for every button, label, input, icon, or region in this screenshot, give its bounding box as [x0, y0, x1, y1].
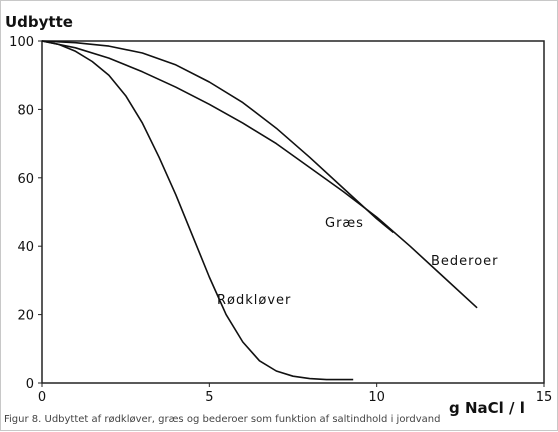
x-tick-label: 15 [536, 390, 553, 405]
series-label-graes: Græs [325, 216, 364, 231]
y-axis-label: Udbytte [5, 13, 73, 31]
x-axis-ticks: 0 5 10 15 [38, 383, 552, 405]
plot-area-border [41, 40, 545, 384]
y-tick-label: 100 [9, 35, 34, 50]
y-tick-label: 60 [17, 172, 34, 187]
series-line-2 [41, 40, 478, 309]
y-tick-label: 20 [17, 309, 34, 324]
y-tick-label: 40 [17, 240, 34, 255]
series-lines [41, 40, 478, 381]
series-label-bederoer: Bederoer [431, 254, 499, 269]
y-tick-label: 0 [26, 377, 34, 392]
figure-caption: Figur 8. Udbyttet af rødkløver, græs og … [4, 414, 441, 425]
y-axis-ticks: 0 20 40 60 80 100 [9, 35, 42, 392]
y-tick-label: 80 [17, 103, 34, 118]
x-tick-label: 10 [368, 390, 385, 405]
series-label-rodklover: Rødkløver [217, 293, 291, 308]
x-tick-label: 5 [205, 390, 213, 405]
x-tick-label: 0 [38, 390, 46, 405]
x-axis-label: g NaCl / l [449, 399, 525, 417]
series-line-0 [41, 40, 354, 381]
series-line-1 [41, 40, 394, 234]
